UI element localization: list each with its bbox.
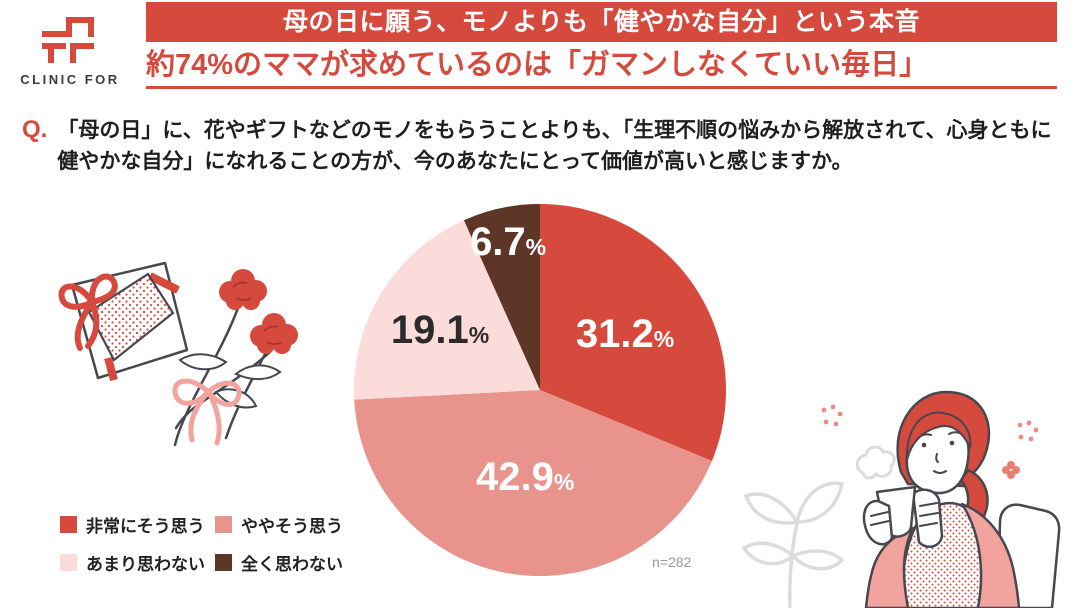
- pie-label-2: 19.1%: [391, 308, 489, 352]
- legend-swatch-icon: [215, 516, 232, 533]
- chart-legend: 非常にそう思う ややそう思うあまり思わない 全く思わない: [60, 512, 343, 575]
- survey-question: Q. 「母の日」に、花やギフトなどのモノをもらうことよりも、「生理不順の悩みから…: [22, 115, 1051, 177]
- gift-box-icon: [58, 261, 189, 382]
- pie-label-0: 31.2%: [576, 312, 674, 356]
- cardigan-left: [864, 526, 915, 608]
- far-hand: [911, 488, 944, 549]
- question-prefix: Q.: [22, 116, 48, 143]
- hair-bangs: [905, 411, 972, 461]
- carnation-bouquet-icon: [172, 269, 298, 447]
- clinicfor-logo-icon: [42, 17, 94, 63]
- legend-label: ややそう思う: [241, 517, 343, 536]
- woman-drinking-illustration: [741, 390, 1061, 608]
- brand-name: CLINIC FOR: [20, 72, 120, 87]
- legend-swatch-icon: [60, 516, 77, 533]
- plant-icon: [741, 481, 845, 608]
- clover-accent-icon: [1002, 461, 1020, 479]
- ribbon-bow-icon: [58, 273, 118, 351]
- sample-size-note: n=282: [652, 554, 692, 570]
- legend-swatch-icon: [215, 554, 232, 571]
- near-hand: [862, 499, 894, 546]
- face-features: [918, 431, 960, 474]
- cardigan-right: [960, 502, 1021, 608]
- subheadline-banner: 約74%のママが求めているのは「ガマンしなくていい毎日」: [146, 44, 1057, 89]
- carnation-flower-icon: [250, 313, 298, 354]
- question-line-2: 健やかな自分」になれることの方が、今のあなたにとって価値が高いと感じますか。: [57, 150, 853, 173]
- legend-swatch-icon: [60, 554, 77, 571]
- legend-item-0: 非常にそう思う: [60, 512, 215, 537]
- sparkle-dots-icon: [1017, 420, 1039, 442]
- sparkle-dots-icon: [821, 404, 843, 427]
- legend-item-2: あまり思わない: [60, 550, 215, 575]
- steam-icon: [855, 445, 896, 480]
- legend-label: 非常にそう思う: [86, 517, 205, 536]
- headline-banner: 母の日に願う、モノよりも「健やかな自分」という本音: [146, 2, 1057, 42]
- question-line-1: 「母の日」に、花やギフトなどのモノをもらうことよりも、「生理不順の悩みから解放さ…: [57, 119, 1052, 142]
- legend-label: あまり思わない: [86, 555, 205, 574]
- pie-slice-3: [463, 204, 540, 390]
- pie-slice-1: [354, 390, 712, 577]
- legend-label: 全く思わない: [241, 555, 343, 574]
- woman-figure: [855, 390, 1021, 608]
- pink-bow-icon: [172, 378, 242, 446]
- pie-label-3: 6.7%: [470, 220, 546, 264]
- pie-slice-0: [540, 204, 727, 461]
- pie-chart: 31.2% 42.9% 19.1% 6.7%: [353, 204, 727, 577]
- legend-item-3: 全く思わない: [215, 550, 343, 575]
- pie-label-1: 42.9%: [476, 455, 574, 499]
- question-text: 「母の日」に、花やギフトなどのモノをもらうことよりも、「生理不順の悩みから解放さ…: [57, 115, 1051, 177]
- carnation-flower-icon: [219, 269, 267, 310]
- pie-slice-2: [353, 220, 540, 400]
- legend-item-1: ややそう思う: [215, 512, 343, 537]
- gift-and-carnations-illustration: [58, 261, 298, 447]
